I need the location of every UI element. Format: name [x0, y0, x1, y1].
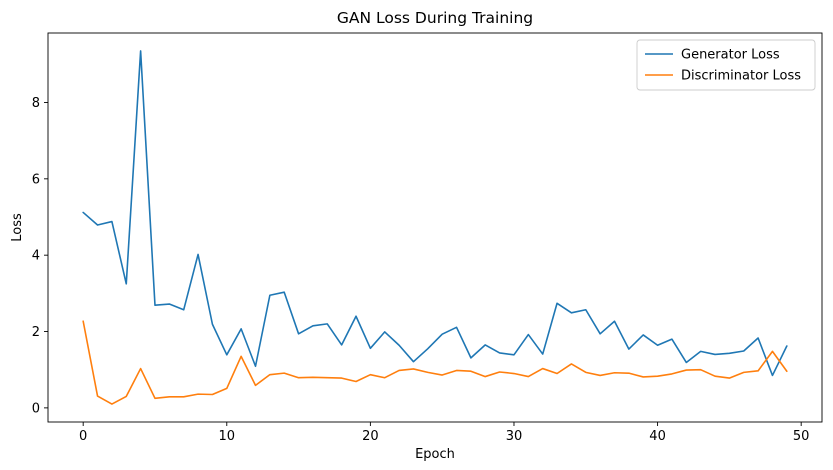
y-tick-label: 4 — [32, 249, 40, 264]
legend-label: Discriminator Loss — [681, 69, 801, 84]
series-line-1 — [82, 320, 788, 405]
y-tick-label: 8 — [32, 96, 40, 111]
x-axis-label: Epoch — [415, 447, 455, 462]
legend-label: Generator Loss — [681, 48, 780, 63]
chart-title: GAN Loss During Training — [337, 9, 533, 27]
series-layer — [82, 50, 788, 405]
y-axis-label: Loss — [10, 213, 25, 242]
y-tick-label: 2 — [32, 325, 40, 340]
axes-layer — [47, 32, 823, 423]
x-tick-label: 40 — [649, 429, 666, 444]
legend: Generator Loss Discriminator Loss — [636, 39, 816, 91]
x-tick-label: 20 — [362, 429, 379, 444]
legend-box — [636, 39, 816, 91]
x-tick-label: 0 — [79, 429, 87, 444]
series-line-0 — [82, 50, 788, 377]
y-tick-label: 0 — [32, 401, 40, 416]
x-tick-label: 50 — [793, 429, 810, 444]
x-tick-label: 10 — [219, 429, 236, 444]
y-tick-label: 6 — [32, 172, 40, 187]
x-tick-label: 30 — [506, 429, 523, 444]
axes-frame — [47, 32, 823, 423]
ticks-layer: 0 10 20 30 40 50 0 2 4 6 8 — [32, 96, 810, 444]
